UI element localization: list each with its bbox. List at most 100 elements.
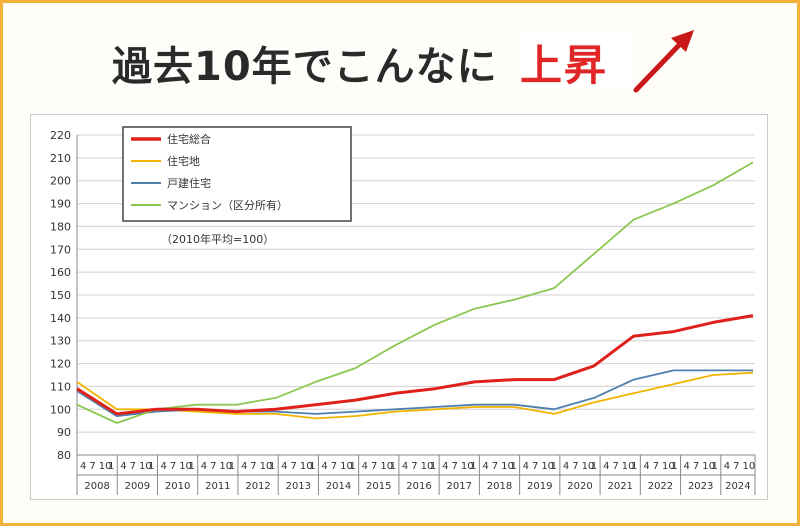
x-year-label: 2013: [286, 481, 311, 492]
x-month-label: 7: [331, 461, 337, 472]
y-tick-label: 140: [50, 312, 71, 325]
series-line: [76, 371, 754, 420]
x-year-label: 2015: [366, 481, 391, 492]
x-month-label: 7: [130, 461, 136, 472]
x-month-label: 7: [572, 461, 578, 472]
x-year-label: 2012: [245, 481, 270, 492]
x-month-label: 1: [712, 461, 718, 472]
x-month-label: 1: [390, 461, 396, 472]
chart-container: 80 90 100 110 120 130 140 150 160 170 180 190 200 210…: [30, 114, 768, 500]
x-month-label: 4: [402, 461, 408, 472]
y-axis: 80 90 100 110 120 130 140 150 160 170 180 190 200 210…: [50, 129, 78, 462]
x-month-label: 4: [523, 461, 529, 472]
x-month-label: 10: [99, 461, 112, 472]
y-tick-label: 180: [50, 220, 71, 233]
x-month-label: 1: [591, 461, 597, 472]
x-month-label: 7: [492, 461, 498, 472]
x-month-label: 10: [380, 461, 393, 472]
chart-note: （2010年平均=100）: [161, 232, 274, 246]
y-tick-label: 170: [50, 243, 71, 256]
y-tick-label: 120: [50, 358, 71, 371]
series-line: [76, 161, 754, 424]
x-month-label: 7: [532, 461, 538, 472]
x-month-label: 10: [421, 461, 434, 472]
price-index-chart: 8090100110120130140150160170180190200210…: [50, 126, 756, 495]
x-month-label: 4: [321, 461, 327, 472]
y-tick-label: 110: [50, 380, 71, 393]
x-year-label: 2021: [607, 481, 632, 492]
x-month-label: 4: [643, 461, 649, 472]
x-month-label: 7: [250, 461, 256, 472]
x-month-label: 1: [631, 461, 637, 472]
rising-arrow-icon: [633, 30, 694, 93]
x-month-label: 10: [662, 461, 675, 472]
x-year-label: 2024: [725, 481, 750, 492]
x-month-label: 7: [170, 461, 176, 472]
x-year-label: 2016: [406, 481, 431, 492]
x-month-label: 10: [622, 461, 635, 472]
series-lines: [76, 161, 754, 424]
y-tick-label: 160: [50, 266, 71, 279]
x-month-label: 1: [108, 461, 114, 472]
y-tick-label: 210: [50, 152, 71, 165]
x-month-label: 1: [349, 461, 355, 472]
x-year-label: 2023: [688, 481, 713, 492]
x-month-label: 4: [603, 461, 609, 472]
x-month-label: 1: [470, 461, 476, 472]
x-month-label: 4: [201, 461, 207, 472]
x-month-label: 1: [269, 461, 275, 472]
x-month-label: 10: [541, 461, 554, 472]
y-tick-label: 130: [50, 335, 71, 348]
x-year-label: 2022: [648, 481, 673, 492]
x-month-label: 1: [229, 461, 235, 472]
x-month-label: 4: [362, 461, 368, 472]
x-year-label: 2020: [567, 481, 592, 492]
x-month-label: 10: [501, 461, 514, 472]
y-tick-label: 200: [50, 175, 71, 188]
x-month-label: 7: [411, 461, 417, 472]
x-month-label: 7: [733, 461, 739, 472]
x-month-label: 10: [582, 461, 595, 472]
x-month-label: 4: [281, 461, 287, 472]
headline-text: 過去10年でこんなに: [112, 44, 498, 90]
x-month-label: 4: [120, 461, 126, 472]
x-month-label: 4: [160, 461, 166, 472]
x-year-label: 2017: [447, 481, 472, 492]
legend-label: 住宅地: [167, 154, 200, 168]
x-year-label: 2011: [205, 481, 230, 492]
x-month-label: 4: [724, 461, 730, 472]
x-year-label: 2019: [527, 481, 552, 492]
x-month-label: 10: [743, 461, 756, 472]
y-tick-label: 150: [50, 289, 71, 302]
x-year-label: 2008: [84, 481, 109, 492]
x-year-label: 2009: [125, 481, 150, 492]
legend-label: 戸建住宅: [167, 176, 211, 190]
x-month-label: 4: [80, 461, 86, 472]
y-tick-label: 190: [50, 198, 71, 211]
legend-label: 住宅総合: [167, 132, 211, 146]
x-month-label: 10: [340, 461, 353, 472]
x-month-label: 1: [309, 461, 315, 472]
x-month-label: 4: [482, 461, 488, 472]
y-tick-label: 100: [50, 403, 71, 416]
x-month-label: 10: [461, 461, 474, 472]
x-month-label: 4: [442, 461, 448, 472]
x-month-label: 10: [139, 461, 152, 472]
x-year-label: 2018: [487, 481, 512, 492]
y-tick-label: 80: [57, 449, 71, 462]
x-month-label: 10: [702, 461, 715, 472]
y-tick-label: 220: [50, 129, 71, 142]
x-month-label: 1: [148, 461, 154, 472]
x-month-label: 1: [189, 461, 195, 472]
x-month-label: 7: [371, 461, 377, 472]
y-tick-label: 90: [57, 426, 71, 439]
x-month-label: 1: [551, 461, 557, 472]
x-month-label: 10: [219, 461, 232, 472]
x-month-label: 4: [563, 461, 569, 472]
x-month-label: 7: [451, 461, 457, 472]
x-month-label: 1: [510, 461, 516, 472]
x-year-label: 2010: [165, 481, 190, 492]
x-month-label: 7: [612, 461, 618, 472]
